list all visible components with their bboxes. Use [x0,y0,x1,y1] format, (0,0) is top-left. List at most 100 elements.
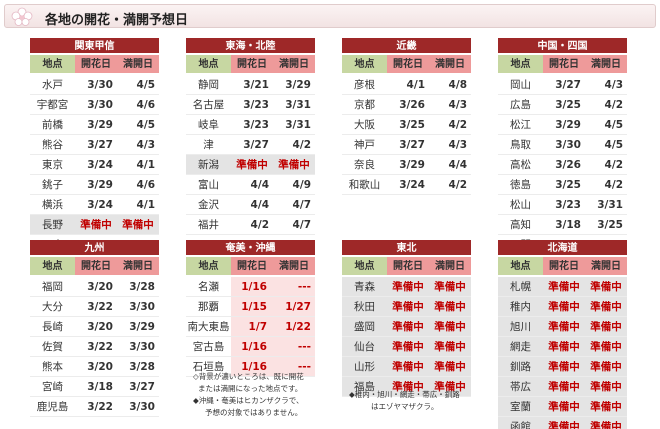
table-row: 福岡 3/20 3/28 [30,277,159,297]
place-cell: 京都 [354,99,375,111]
table-row: 熊本 3/20 3/28 [30,357,159,377]
place-cell: 金沢 [198,199,219,211]
region-title: 関東甲信 [30,38,159,55]
full-bloom-date-cell: 3/31 [285,99,311,111]
bloom-date-cell: 準備中 [543,377,585,396]
table-row: 青森 準備中 準備中 [342,277,471,297]
place-cell: 帯広 [498,377,543,396]
bloom-date-cell: 3/21 [243,79,269,91]
region-title: 九州 [30,240,159,257]
place-cell: 長崎 [42,321,63,333]
full-bloom-date-cell: 1/27 [273,297,315,316]
bloom-date-cell: 3/30 [87,79,113,91]
full-bloom-date-cell: 4/8 [448,79,467,91]
place-cell: 熊本 [42,361,63,373]
place-cell: 彦根 [354,79,375,91]
column-header-bloom: 開花日 [387,55,429,73]
place-cell: 旭川 [498,317,543,336]
bloom-date-cell: 3/29 [87,119,113,131]
full-bloom-date-cell: 3/29 [285,79,311,91]
column-header-place: 地点 [186,55,231,73]
bloom-date-cell: 3/30 [87,99,113,111]
amami-note-1: ◇背景が濃いところは、既に開花 [193,372,304,381]
full-bloom-date-cell: 3/29 [129,321,155,333]
column-header-bloom: 開花日 [75,55,117,73]
full-bloom-date-cell: 準備中 [585,357,627,376]
place-cell: 網走 [498,337,543,356]
column-header-row: 地点 開花日 満開日 [186,257,315,277]
tohoku-note-2: はエゾヤマザクラ。 [371,402,439,411]
place-cell: 名瀬 [198,281,219,293]
column-header-place: 地点 [498,257,543,275]
full-bloom-date-cell: 4/5 [136,119,155,131]
page-header: 各地の開花・満開予想日 [4,4,656,28]
table-row: 静岡 3/21 3/29 [186,75,315,95]
table-row: 釧路 準備中 準備中 [498,357,627,377]
place-cell: 松江 [510,119,531,131]
bloom-date-cell: 3/26 [555,159,581,171]
column-header-full: 満開日 [117,257,159,275]
table-row: 高松 3/26 4/2 [498,155,627,175]
bloom-date-cell: 3/26 [399,99,425,111]
column-header-row: 地点 開花日 満開日 [342,55,471,75]
full-bloom-date-cell: 準備中 [429,377,471,396]
full-bloom-date-cell: 3/30 [129,301,155,313]
full-bloom-date-cell: 4/7 [292,199,311,211]
table-row: 宇都宮 3/30 4/6 [30,95,159,115]
region-title: 中国・四国 [498,38,627,55]
place-cell: 函館 [498,417,543,429]
table-row: 大分 3/22 3/30 [30,297,159,317]
bloom-date-cell: 準備中 [543,397,585,416]
table-row: 水戸 3/30 4/5 [30,75,159,95]
column-header-full: 満開日 [117,55,159,73]
column-header-place: 地点 [342,257,387,275]
column-header-bloom: 開花日 [75,257,117,275]
bloom-date-cell: 3/29 [555,119,581,131]
full-bloom-date-cell: 1/22 [273,317,315,336]
full-bloom-date-cell: 4/6 [136,99,155,111]
place-cell: 岡山 [510,79,531,91]
table-row: 宮崎 3/18 3/27 [30,377,159,397]
full-bloom-date-cell: 4/5 [604,139,623,151]
bloom-date-cell: 3/24 [87,159,113,171]
table-row: 旭川 準備中 準備中 [498,317,627,337]
bloom-date-cell: 1/15 [231,297,273,316]
bloom-date-cell: 準備中 [75,215,117,234]
region-table-tohoku: 東北 地点 開花日 満開日 青森 準備中 準備中 秋田 準備中 準備中 盛岡 準備中 準備中 仙台 準備中準… [342,240,471,397]
place-cell: 広島 [510,99,531,111]
place-cell: 稚内 [498,297,543,316]
full-bloom-date-cell: 準備中 [585,297,627,316]
table-row: 松山 3/23 3/31 [498,195,627,215]
table-row: 長野 準備中 準備中 [30,215,159,235]
place-cell: 佐賀 [42,341,63,353]
full-bloom-date-cell: 準備中 [585,397,627,416]
column-header-full: 満開日 [585,55,627,73]
table-row: 岡山 3/27 4/3 [498,75,627,95]
table-row: 横浜 3/24 4/1 [30,195,159,215]
full-bloom-date-cell: 準備中 [429,317,471,336]
bloom-date-cell: 3/30 [555,139,581,151]
bloom-date-cell: 3/20 [87,361,113,373]
bloom-date-cell: 準備中 [387,357,429,376]
page-title: 各地の開花・満開予想日 [45,13,189,28]
table-row: 徳島 3/25 4/2 [498,175,627,195]
bloom-date-cell: 1/16 [231,357,273,376]
full-bloom-date-cell: 3/27 [129,381,155,393]
full-bloom-date-cell: 準備中 [585,277,627,296]
place-cell: 前橋 [42,119,63,131]
column-header-row: 地点 開花日 満開日 [342,257,471,277]
column-header-place: 地点 [498,55,543,73]
table-row: 岐阜 3/23 3/31 [186,115,315,135]
region-title: 東北 [342,240,471,257]
full-bloom-date-cell: 準備中 [585,377,627,396]
full-bloom-date-cell: 準備中 [429,337,471,356]
place-cell: 福井 [198,219,219,231]
bloom-date-cell: 3/22 [87,401,113,413]
column-header-full: 満開日 [273,55,315,73]
table-row: 松江 3/29 4/5 [498,115,627,135]
column-header-bloom: 開花日 [387,257,429,275]
table-row: 室蘭 準備中 準備中 [498,397,627,417]
place-cell: 宇都宮 [36,99,69,111]
table-row: 宮古島 1/16 --- [186,337,315,357]
tohoku-note-1: ◆稚内・旭川・網走・帯広・釧路 [349,390,460,399]
